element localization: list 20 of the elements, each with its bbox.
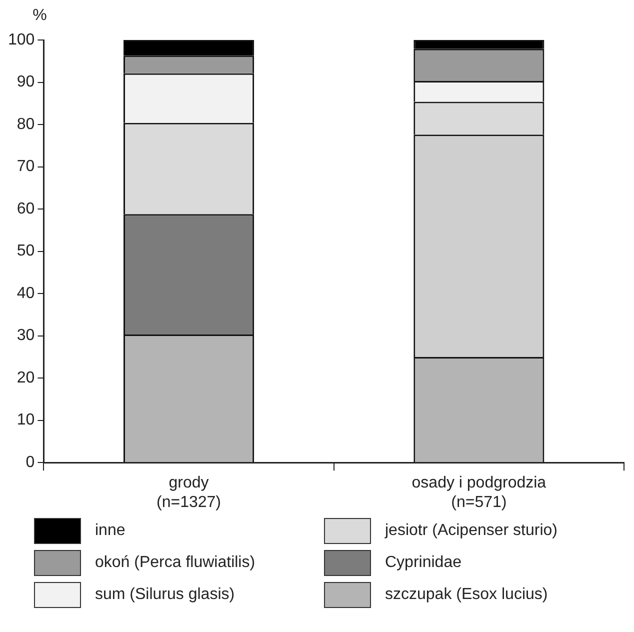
- legend-label: sum (Silurus glasis): [95, 586, 235, 604]
- y-axis-title: %: [32, 7, 47, 24]
- legend-label: jesiotr (Acipenser sturio): [385, 522, 558, 540]
- y-tick-label: 0: [26, 454, 35, 472]
- y-tick-label: 50: [16, 242, 35, 260]
- x-tick-label: osady i podgrodzia (n=571): [412, 474, 546, 511]
- legend-label: Cyprinidae: [385, 554, 462, 572]
- y-tick-label: 60: [16, 200, 35, 218]
- legend-label: szczupak (Esox lucius): [385, 586, 548, 604]
- y-tick-label: 80: [16, 116, 35, 133]
- y-tick-label: 100: [8, 31, 35, 48]
- x-tick-label: grody (n=1327): [156, 474, 222, 511]
- y-tick-label: 30: [16, 327, 35, 344]
- y-tick-label: 40: [16, 284, 35, 302]
- y-tick-label: 70: [16, 158, 35, 176]
- legend-label: okoń (Perca fluwiatilis): [95, 554, 256, 572]
- y-tick-label: 90: [16, 74, 35, 91]
- y-tick-label: 20: [16, 369, 35, 386]
- y-tick-label: 10: [16, 412, 35, 429]
- legend-label: inne: [95, 522, 126, 540]
